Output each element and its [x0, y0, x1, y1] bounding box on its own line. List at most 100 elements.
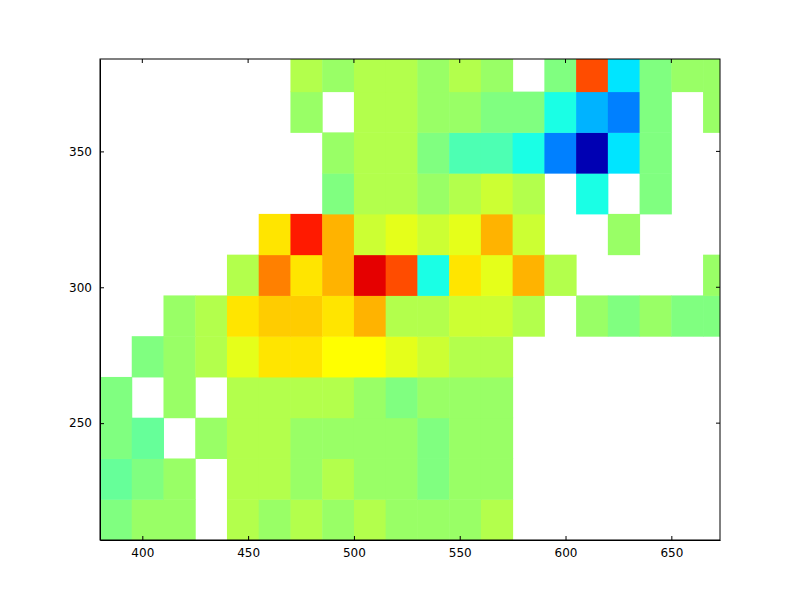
heat-cell	[259, 418, 291, 459]
heat-cell	[227, 255, 259, 296]
heat-cell	[322, 255, 354, 296]
plot-frame	[100, 59, 720, 540]
chart-container: 400450500550600650250300350	[0, 0, 800, 600]
heat-cell	[322, 295, 354, 336]
y-axis-line	[100, 60, 101, 541]
heat-cell	[386, 214, 418, 255]
heat-cell	[544, 59, 576, 92]
plot-area: 400450500550600650250300350	[69, 59, 720, 560]
heat-cell	[290, 59, 322, 92]
heat-cell	[640, 132, 672, 173]
right-ticks	[716, 151, 720, 423]
heat-cell	[290, 377, 322, 418]
heat-cell	[163, 458, 195, 499]
heat-cell	[576, 59, 608, 92]
heat-cell	[386, 132, 418, 173]
heat-cell	[195, 336, 227, 377]
heat-cell	[481, 132, 513, 173]
heat-cell	[417, 214, 449, 255]
heat-cell	[290, 214, 322, 255]
heat-cell	[100, 418, 132, 459]
heat-cell	[608, 132, 640, 173]
heat-cell	[354, 173, 386, 214]
heat-cell	[449, 255, 481, 296]
heat-cell	[703, 295, 720, 336]
heat-cell	[386, 377, 418, 418]
heat-cell	[163, 295, 195, 336]
heat-cell	[640, 173, 672, 214]
heat-cell	[576, 132, 608, 173]
x-tick-mark	[248, 536, 249, 540]
heat-cell	[481, 214, 513, 255]
heat-cell	[386, 336, 418, 377]
heat-cell	[703, 255, 720, 296]
heat-cell	[386, 59, 418, 92]
heat-cell	[386, 255, 418, 296]
heat-cell	[386, 173, 418, 214]
x-tick: 600	[555, 536, 578, 560]
heat-cell	[322, 214, 354, 255]
y-axis: 250300350	[69, 60, 104, 541]
top-ticks	[142, 59, 671, 63]
heat-cell	[513, 255, 545, 296]
heat-cell	[290, 92, 322, 133]
heat-cell	[449, 336, 481, 377]
heat-cell	[100, 458, 132, 499]
heat-cell	[132, 418, 164, 459]
x-tick: 400	[131, 536, 154, 560]
heat-cell	[481, 377, 513, 418]
heat-cell	[259, 499, 291, 540]
heat-cell	[227, 377, 259, 418]
heat-cell	[227, 418, 259, 459]
heat-cell	[354, 377, 386, 418]
heat-cell	[608, 59, 640, 92]
x-tick-mark	[566, 536, 567, 540]
heat-cell	[322, 173, 354, 214]
heat-cell	[703, 92, 720, 133]
y-tick: 350	[69, 145, 104, 159]
x-top-tick-mark	[459, 59, 460, 63]
heat-cell	[513, 173, 545, 214]
y-right-tick-mark	[716, 287, 720, 288]
heat-cell	[544, 255, 576, 296]
x-tick-label: 450	[237, 546, 260, 560]
x-tick: 500	[343, 536, 366, 560]
heat-cell	[259, 458, 291, 499]
heat-cell	[132, 458, 164, 499]
heat-cell	[576, 92, 608, 133]
heat-cell	[290, 418, 322, 459]
heat-cell	[608, 295, 640, 336]
x-tick-mark	[354, 536, 355, 540]
heat-cell	[703, 59, 720, 92]
heat-cell	[513, 295, 545, 336]
heat-cell	[671, 59, 703, 92]
x-tick-label: 550	[449, 546, 472, 560]
heat-cell	[259, 377, 291, 418]
heat-cell	[259, 214, 291, 255]
heat-cell	[290, 255, 322, 296]
heat-cell	[449, 92, 481, 133]
x-axis: 400 450 500 550 600 650	[101, 536, 721, 560]
heat-cell	[354, 458, 386, 499]
heat-cell	[608, 92, 640, 133]
heat-cell	[132, 336, 164, 377]
heat-cell	[544, 132, 576, 173]
heat-cell	[417, 295, 449, 336]
heat-cell	[259, 255, 291, 296]
heat-cell	[449, 418, 481, 459]
y-tick: 300	[69, 281, 104, 295]
heat-cell	[481, 336, 513, 377]
heat-cell	[417, 336, 449, 377]
x-top-tick-mark	[142, 59, 143, 63]
x-top-tick-mark	[248, 59, 249, 63]
heat-cell	[290, 295, 322, 336]
x-tick: 650	[660, 536, 683, 560]
x-tick-mark	[460, 536, 461, 540]
heat-cell	[417, 59, 449, 92]
heat-cell	[227, 499, 259, 540]
heat-cell	[417, 418, 449, 459]
cells	[100, 59, 720, 540]
y-right-tick-mark	[716, 151, 720, 152]
y-tick-mark	[100, 423, 104, 424]
y-tick-mark	[100, 287, 104, 288]
